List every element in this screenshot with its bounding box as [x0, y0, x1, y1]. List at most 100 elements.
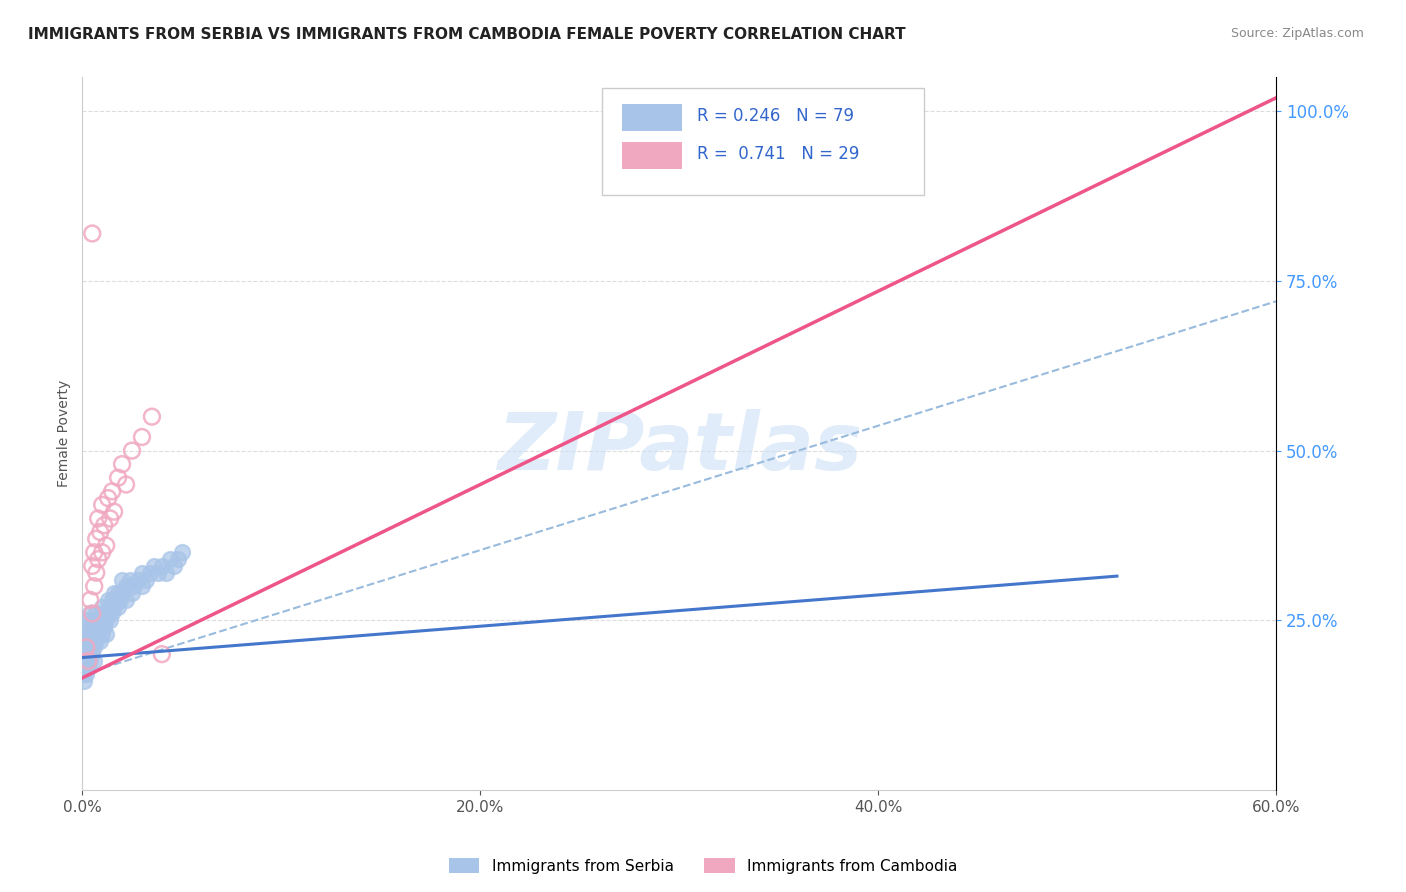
Point	[108, 592, 131, 607]
Point	[91, 498, 114, 512]
Point	[84, 620, 107, 634]
Point	[79, 640, 101, 655]
Point	[93, 518, 115, 533]
Point	[89, 633, 111, 648]
Point	[82, 620, 104, 634]
Text: Source: ZipAtlas.com: Source: ZipAtlas.com	[1230, 27, 1364, 40]
Point	[75, 647, 97, 661]
Legend: Immigrants from Serbia, Immigrants from Cambodia: Immigrants from Serbia, Immigrants from …	[443, 852, 963, 880]
Point	[96, 627, 118, 641]
Point	[103, 599, 125, 614]
FancyBboxPatch shape	[602, 88, 924, 195]
Point	[115, 592, 138, 607]
Text: ZIPatlas: ZIPatlas	[496, 409, 862, 487]
Point	[115, 477, 138, 491]
Point	[131, 430, 153, 444]
Point	[79, 592, 101, 607]
Point	[93, 607, 115, 621]
Point	[105, 592, 128, 607]
Point	[155, 566, 177, 580]
Point	[91, 545, 114, 559]
Point	[122, 579, 145, 593]
Point	[118, 573, 141, 587]
Point	[75, 640, 97, 655]
Point	[98, 613, 121, 627]
Point	[89, 524, 111, 539]
Point	[111, 586, 134, 600]
Point	[82, 647, 104, 661]
Point	[98, 511, 121, 525]
Point	[150, 558, 173, 573]
Point	[83, 627, 105, 641]
Point	[121, 443, 143, 458]
Point	[89, 620, 111, 634]
Point	[73, 661, 96, 675]
Point	[139, 566, 162, 580]
Point	[73, 654, 96, 668]
Point	[91, 627, 114, 641]
Point	[82, 633, 104, 648]
Point	[77, 654, 100, 668]
Point	[91, 599, 114, 614]
Point	[83, 640, 105, 655]
Point	[73, 647, 96, 661]
Point	[84, 633, 107, 648]
Point	[84, 532, 107, 546]
Point	[142, 558, 165, 573]
Point	[827, 104, 849, 119]
Point	[75, 627, 97, 641]
Point	[107, 586, 129, 600]
Point	[83, 613, 105, 627]
Point	[73, 620, 96, 634]
Point	[83, 545, 105, 559]
Point	[72, 633, 94, 648]
Point	[77, 647, 100, 661]
Point	[107, 599, 129, 614]
Point	[101, 592, 124, 607]
Point	[72, 667, 94, 681]
Point	[101, 607, 124, 621]
Point	[75, 667, 97, 681]
Point	[127, 573, 149, 587]
Point	[84, 607, 107, 621]
Point	[131, 579, 153, 593]
Point	[170, 545, 193, 559]
Point	[72, 654, 94, 668]
Point	[87, 511, 110, 525]
Point	[97, 607, 120, 621]
Point	[75, 640, 97, 655]
Point	[73, 674, 96, 689]
Point	[72, 640, 94, 655]
Point	[91, 613, 114, 627]
Point	[131, 566, 153, 580]
Point	[97, 592, 120, 607]
Point	[79, 627, 101, 641]
Point	[98, 599, 121, 614]
Point	[73, 647, 96, 661]
Point	[77, 661, 100, 675]
Point	[73, 627, 96, 641]
Point	[107, 471, 129, 485]
Point	[87, 627, 110, 641]
Point	[135, 573, 157, 587]
Point	[111, 457, 134, 471]
Point	[79, 654, 101, 668]
Point	[93, 620, 115, 634]
Point	[111, 573, 134, 587]
Point	[72, 661, 94, 675]
Text: IMMIGRANTS FROM SERBIA VS IMMIGRANTS FROM CAMBODIA FEMALE POVERTY CORRELATION CH: IMMIGRANTS FROM SERBIA VS IMMIGRANTS FRO…	[28, 27, 905, 42]
Point	[79, 607, 101, 621]
Point	[83, 654, 105, 668]
Point	[103, 505, 125, 519]
Point	[121, 586, 143, 600]
Point	[163, 558, 186, 573]
Point	[101, 484, 124, 499]
Point	[77, 633, 100, 648]
Point	[159, 552, 181, 566]
Text: R =  0.741   N = 29: R = 0.741 N = 29	[697, 145, 859, 162]
Y-axis label: Female Poverty: Female Poverty	[58, 380, 72, 487]
Point	[150, 647, 173, 661]
Point	[84, 566, 107, 580]
Text: R = 0.246   N = 79: R = 0.246 N = 79	[697, 107, 853, 125]
Point	[146, 566, 169, 580]
